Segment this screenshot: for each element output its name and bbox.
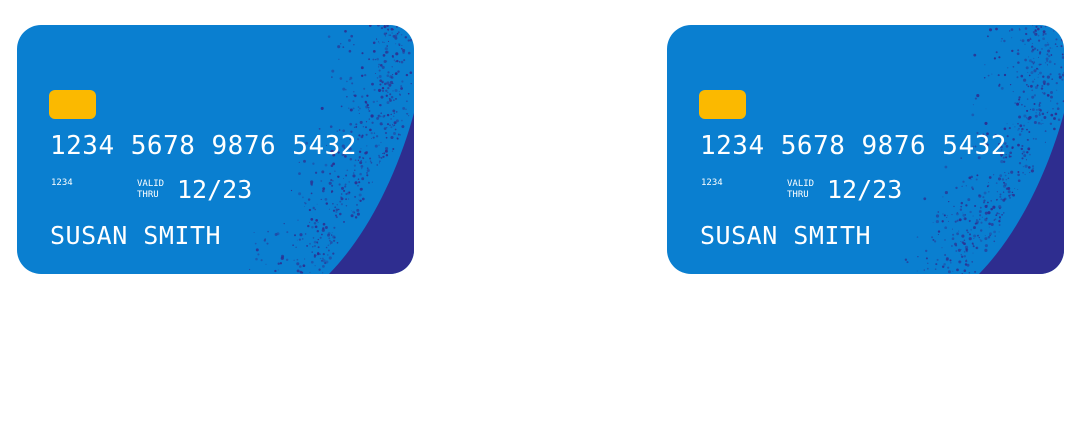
card-number: 1234 5678 9876 5432 [700,131,1007,161]
valid-thru-label: VALID THRU [787,179,814,201]
speckle-texture [904,25,1064,274]
credit-card-left: 1234 5678 9876 5432 1234 VALID THRU 12/2… [17,25,414,274]
card-short-number: 1234 [51,178,73,188]
card-background [667,25,1064,274]
expiry-date: 12/23 [827,175,903,204]
expiry-date: 12/23 [177,175,253,204]
chip-icon [49,90,96,119]
valid-label-line2: THRU [137,190,159,200]
cardholder-name: SUSAN SMITH [700,221,872,250]
valid-label-line1: VALID [787,179,815,189]
card-short-number: 1234 [701,178,723,188]
cardholder-name: SUSAN SMITH [50,221,222,250]
valid-label-line2: THRU [787,190,809,200]
speckle-texture [248,25,413,274]
card-background [17,25,414,274]
card-number: 1234 5678 9876 5432 [50,131,357,161]
valid-label-line1: VALID [137,179,165,189]
chip-icon [699,90,746,119]
valid-thru-label: VALID THRU [137,179,164,201]
credit-card-right: 1234 5678 9876 5432 1234 VALID THRU 12/2… [667,25,1064,274]
